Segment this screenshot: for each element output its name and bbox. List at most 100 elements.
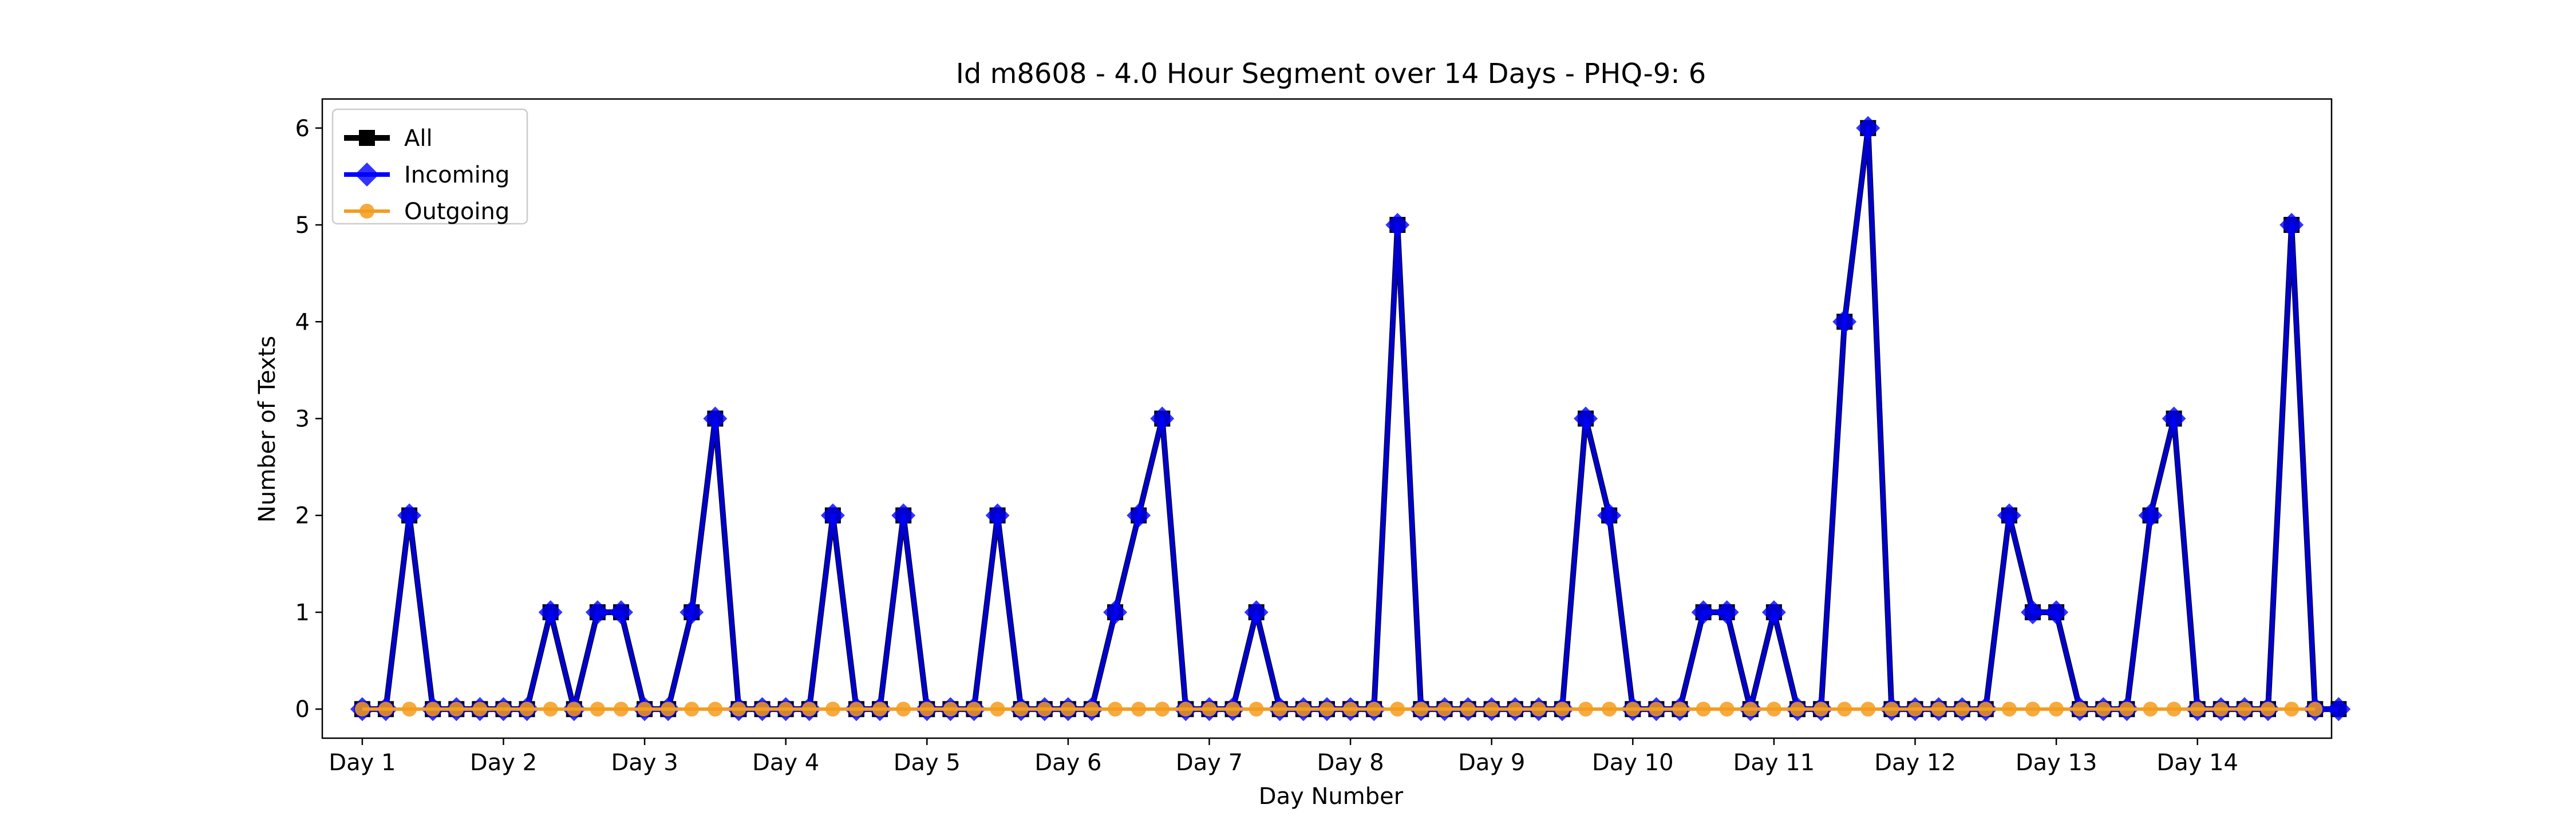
- data-point: [1037, 702, 1052, 717]
- data-point: [1319, 702, 1334, 717]
- data-point: [2279, 213, 2304, 237]
- data-point: [1696, 702, 1711, 717]
- data-point: [1931, 702, 1946, 717]
- data-point: [1460, 702, 1476, 717]
- data-point: [754, 702, 770, 717]
- y-axis-label: Number of Texts: [254, 336, 280, 522]
- plot-area: 0 1 2 3 4 5 6 Day 1 Day 2 Day 3 Day 4 Day 5 Day 6 Day…: [295, 98, 2351, 776]
- data-point: [2138, 503, 2163, 528]
- data-point: [2213, 702, 2229, 717]
- data-point: [731, 702, 746, 717]
- data-point: [402, 702, 417, 717]
- x-tick-label: Day 6: [1034, 750, 1101, 776]
- legend-marker: [355, 163, 379, 187]
- data-point: [1743, 702, 1758, 717]
- data-point: [1155, 702, 1170, 717]
- data-point: [1884, 702, 1899, 717]
- data-point: [1602, 702, 1617, 717]
- data-point: [2001, 702, 2017, 717]
- data-point: [585, 600, 610, 624]
- y-tick-label: 3: [295, 406, 310, 433]
- data-point: [1084, 702, 1099, 717]
- data-point: [566, 702, 582, 717]
- data-point: [1103, 600, 1128, 624]
- data-point: [590, 702, 605, 717]
- data-point: [1108, 702, 1123, 717]
- data-point: [2143, 702, 2158, 717]
- data-point: [1578, 702, 1594, 717]
- data-point: [966, 702, 982, 717]
- legend-label: Outgoing: [404, 199, 509, 225]
- data-point: [2162, 406, 2186, 431]
- data-point: [1531, 702, 1546, 717]
- x-axis-label: Day Number: [1259, 783, 1404, 810]
- data-point: [919, 702, 935, 717]
- data-point: [1832, 310, 1857, 334]
- data-point: [778, 702, 793, 717]
- x-tick-label: Day 10: [1592, 750, 1674, 776]
- data-point: [449, 702, 464, 717]
- data-point: [1860, 702, 1876, 717]
- x-tick-label: Day 13: [2016, 750, 2097, 776]
- data-point: [2166, 702, 2182, 717]
- data-point: [985, 503, 1010, 528]
- data-point: [679, 600, 704, 624]
- data-point: [990, 702, 1005, 717]
- legend-label: Incoming: [404, 162, 509, 188]
- data-point: [703, 406, 728, 431]
- data-point: [2119, 702, 2135, 717]
- data-point: [538, 600, 563, 624]
- data-point: [1714, 600, 1739, 624]
- data-point: [1385, 213, 1410, 237]
- data-point: [519, 702, 535, 717]
- data-point: [2049, 702, 2064, 717]
- x-tick-label: Day 9: [1458, 750, 1525, 776]
- data-point: [2237, 702, 2252, 717]
- data-point: [1574, 406, 1598, 431]
- data-point: [1978, 702, 1993, 717]
- data-point: [1766, 702, 1781, 717]
- data-point: [2072, 702, 2088, 717]
- data-point: [496, 702, 511, 717]
- y-tick-label: 5: [295, 212, 310, 239]
- legend-marker: [359, 130, 375, 146]
- data-point: [661, 702, 676, 717]
- data-point: [2284, 702, 2300, 717]
- data-point: [891, 503, 916, 528]
- series-outgoing: [354, 702, 2323, 717]
- x-tick-label: Day 2: [470, 750, 537, 776]
- data-point: [1437, 702, 1452, 717]
- data-point: [2096, 702, 2111, 717]
- data-point: [1672, 702, 1688, 717]
- data-point: [2261, 702, 2276, 717]
- legend-item: All: [344, 125, 433, 152]
- legend-label: All: [404, 125, 433, 152]
- data-point: [1244, 600, 1269, 624]
- y-tick-label: 6: [295, 116, 310, 142]
- data-point: [1649, 702, 1664, 717]
- data-point: [1413, 702, 1429, 717]
- data-point: [848, 702, 864, 717]
- data-point: [1954, 702, 1970, 717]
- data-point: [872, 702, 888, 717]
- data-point: [1225, 702, 1240, 717]
- legend-item: Incoming: [344, 162, 509, 188]
- data-point: [1555, 702, 1570, 717]
- data-point: [2021, 600, 2045, 624]
- data-point: [1390, 702, 1405, 717]
- data-point: [1997, 503, 2021, 528]
- data-point: [2044, 600, 2069, 624]
- legend-item: Outgoing: [344, 199, 509, 225]
- data-point: [2326, 697, 2351, 722]
- chart-title: Id m8608 - 4.0 Hour Segment over 14 Days…: [956, 58, 1706, 90]
- data-point: [1691, 600, 1716, 624]
- data-point: [896, 702, 911, 717]
- legend: All Incoming Outgoing: [331, 108, 528, 225]
- x-tick-label: Day 8: [1317, 750, 1384, 776]
- data-point: [1013, 702, 1029, 717]
- data-point: [1814, 702, 1829, 717]
- data-point: [820, 503, 845, 528]
- data-point: [2025, 702, 2041, 717]
- data-point: [1761, 600, 1786, 624]
